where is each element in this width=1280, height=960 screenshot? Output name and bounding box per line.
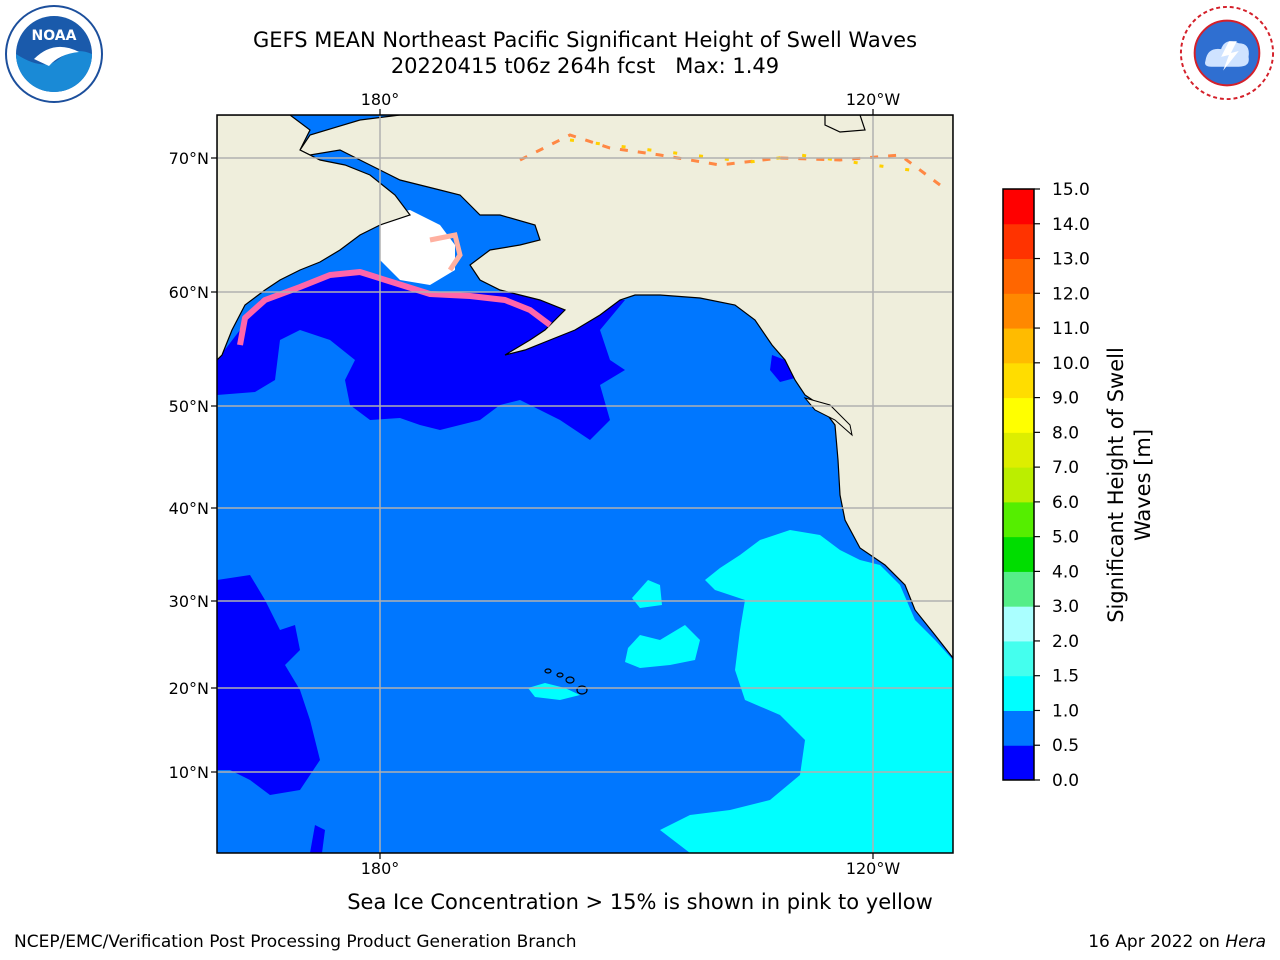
colorbar-tick-label: 8.0: [1052, 423, 1079, 443]
mid-swell-region-central: [625, 625, 700, 668]
lat-label-50n: 50°N: [169, 397, 209, 416]
low-swell-region-coast: [770, 355, 795, 382]
sea-ice-fringe-bering: [237, 269, 552, 346]
sea-ice-fringe-yellow: [569, 138, 911, 172]
colorbar-tick-label: 10.0: [1052, 354, 1090, 374]
land-seward-peninsula: [380, 210, 455, 285]
colorbar-segment: [1003, 606, 1034, 642]
colorbar-tick-label: 9.0: [1052, 389, 1079, 409]
lat-label-30n: 30°N: [169, 592, 209, 611]
colorbar-tick-label: 15.0: [1052, 180, 1090, 200]
lat-label-70n: 70°N: [169, 149, 209, 168]
colorbar-segment: [1003, 640, 1034, 677]
colorbar-segment: [1003, 571, 1034, 607]
colorbar-segment: [1003, 536, 1034, 572]
land-siberia: [217, 115, 411, 361]
top-lon-label-180: 180°: [361, 90, 400, 109]
colorbar-segment: [1003, 745, 1034, 781]
noaa-logo-text: NOAA: [32, 28, 77, 44]
map-frame: [216, 114, 954, 854]
map-plot-area: [217, 115, 953, 853]
map-subtitle: 20220415 t06z 264h fcst Max: 1.49: [390, 54, 780, 78]
colorbar-segment: [1003, 432, 1034, 468]
colorbar-tick-label: 0.0: [1052, 771, 1079, 791]
land-north-america: [299, 115, 953, 659]
colorbar-tick-label: 3.0: [1052, 597, 1079, 617]
sea-ice-note-text: Sea Ice Concentration > 15% is shown in …: [347, 890, 933, 914]
sea-ice-note: Sea Ice Concentration > 15% is shown in …: [0, 890, 1280, 914]
footer-date: 16 Apr 2022 on Hera: [1088, 932, 1266, 952]
bottom-lon-label-120w: 120°W: [846, 859, 901, 878]
map-ticks: [211, 109, 874, 859]
lat-label-10n: 10°N: [169, 763, 209, 782]
noaa-logo-icon: NOAA: [5, 5, 103, 103]
colorbar-tick-label: 13.0: [1052, 250, 1090, 270]
colorbar-segment: [1003, 501, 1034, 538]
bottom-lon-label-180: 180°: [361, 859, 400, 878]
colorbar-tick-label: 5.0: [1052, 528, 1079, 548]
colorbar-segment: [1003, 467, 1034, 503]
colorbar-segment: [1003, 397, 1034, 433]
sea-ice-fringe-norton: [429, 232, 463, 272]
footer-date-text: 16 Apr 2022 on: [1088, 932, 1226, 952]
low-swell-region-west-small: [310, 825, 325, 853]
colorbar-frame: [1002, 188, 1035, 781]
land-vancouver-island: [803, 397, 853, 437]
map-title: GEFS MEAN Northeast Pacific Significant …: [252, 28, 918, 52]
colorbar-tick-label: 12.0: [1052, 284, 1090, 304]
colorbar-segment: [1003, 223, 1034, 260]
top-lon-label-120w: 120°W: [846, 90, 901, 109]
colorbar-ticks: 0.0 0.5 1.0 1.5 2.0 3.0 4.0 5.0 6.0 7.0 8.0 9.0 10.0…: [1034, 180, 1090, 791]
colorbar-label-line2: Waves [m]: [1131, 429, 1155, 541]
lat-label-20n: 20°N: [169, 679, 209, 698]
colorbar-tick-label: 1.0: [1052, 701, 1079, 721]
colorbar-tick-label: 2.0: [1052, 632, 1079, 652]
national-weather-service-logo-icon: [1179, 5, 1275, 101]
map-graticule: [217, 115, 953, 853]
colorbar-tick-label: 6.0: [1052, 493, 1079, 513]
colorbar-tick-label: 11.0: [1052, 319, 1090, 339]
land-arctic-islands: [824, 115, 866, 133]
hawaii-islands: [544, 668, 588, 695]
footer-credit: NCEP/EMC/Verification Post Processing Pr…: [14, 932, 577, 952]
colorbar-segment: [1003, 258, 1034, 294]
low-swell-region-west: [217, 575, 320, 795]
footer-host: Hera: [1225, 932, 1266, 952]
colorbar-tick-label: 0.5: [1052, 736, 1079, 756]
lat-label-60n: 60°N: [169, 283, 209, 302]
colorbar: [1003, 189, 1034, 781]
colorbar-segment: [1003, 293, 1034, 329]
colorbar-label-line1: Significant Height of Swell: [1104, 347, 1128, 623]
colorbar-segment: [1003, 675, 1034, 711]
colorbar-segment: [1003, 362, 1034, 399]
colorbar-tick-label: 1.5: [1052, 667, 1079, 687]
colorbar-tick-label: 14.0: [1052, 215, 1090, 235]
colorbar-segment: [1003, 189, 1034, 225]
lat-label-40n: 40°N: [169, 499, 209, 518]
colorbar-tick-label: 7.0: [1052, 458, 1079, 478]
colorbar-segment: [1003, 328, 1034, 364]
low-swell-region-bering: [217, 270, 625, 440]
colorbar-segment: [1003, 710, 1034, 746]
colorbar-tick-label: 4.0: [1052, 562, 1079, 582]
